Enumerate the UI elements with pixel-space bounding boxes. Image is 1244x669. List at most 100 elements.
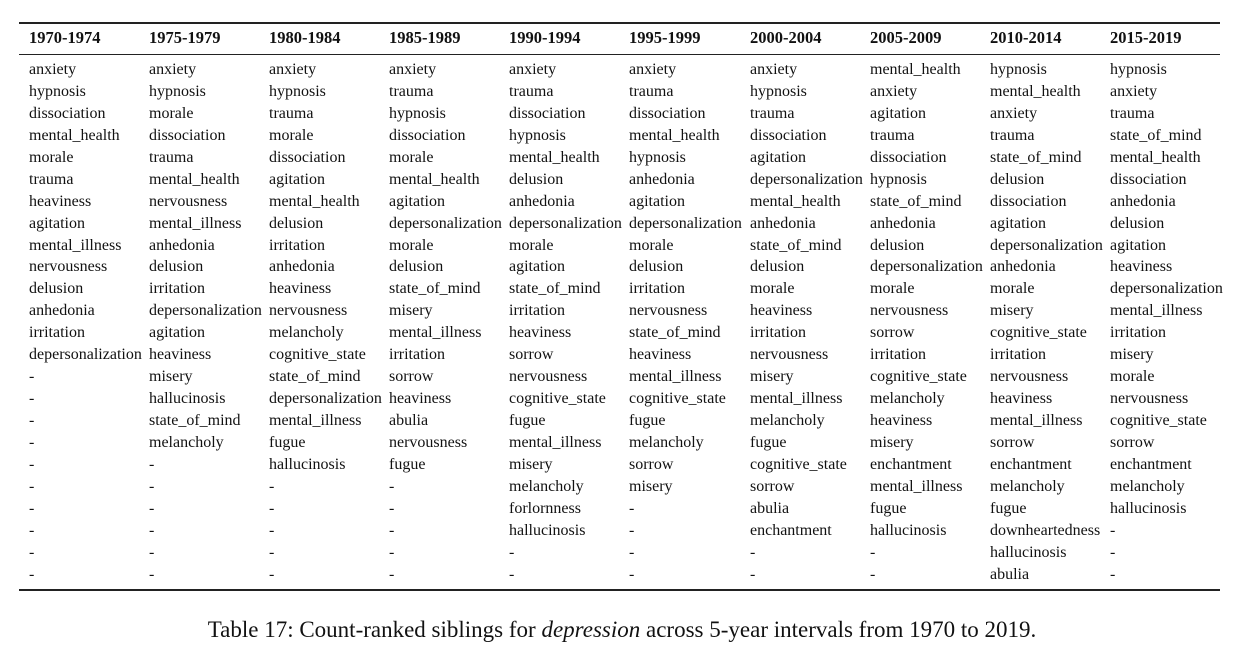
table-cell: nervousness: [629, 302, 708, 320]
column-header: 1975-1979: [149, 28, 221, 47]
table-cell: state_of_mind: [509, 280, 601, 298]
table-column: anxiety hypnosis trauma dissociation agitati…: [750, 59, 863, 586]
table-cell: -: [29, 565, 35, 583]
table-cell: mental_health: [629, 126, 720, 144]
table-cell: -: [1110, 521, 1116, 539]
table-cell: melancholy: [750, 412, 825, 429]
table-cell: melancholy: [990, 477, 1065, 495]
table-cell: hypnosis: [29, 82, 86, 100]
column-header: 2000-2004: [750, 28, 822, 47]
table-cell: heaviness: [509, 324, 572, 342]
table-cell: hallucinosis: [509, 521, 586, 539]
table-cell: trauma: [629, 82, 674, 100]
table-cell: agitation: [269, 170, 325, 188]
table-cell: dissociation: [870, 148, 947, 166]
table-cell: cognitive_state: [1110, 412, 1207, 429]
table-cell: anxiety: [629, 61, 677, 78]
table-cell: -: [389, 543, 395, 561]
table-cell: trauma: [870, 126, 915, 144]
table-cell: trauma: [509, 82, 554, 100]
table-cell: depersonalization: [629, 214, 742, 232]
table-cell: delusion: [1110, 214, 1165, 232]
table-cell: hallucinosis: [1110, 499, 1187, 517]
table-cell: irritation: [269, 236, 325, 254]
table-cell: -: [29, 390, 35, 408]
table-cell: depersonalization: [269, 390, 382, 408]
table-cell: -: [870, 543, 876, 561]
table-cell: cognitive_state: [990, 324, 1087, 342]
table-cell: heaviness: [629, 346, 692, 364]
table-cell: sorrow: [750, 477, 795, 495]
table-column: hypnosis anxiety trauma state_of_mind mental…: [1110, 59, 1223, 586]
column-header: 2005-2009: [870, 28, 942, 47]
table-cell: trauma: [149, 148, 194, 166]
table-cell: anhedonia: [750, 214, 816, 232]
table-cell: sorrow: [990, 433, 1035, 451]
table-cell: enchantment: [1110, 455, 1192, 473]
table-cell: heaviness: [29, 192, 92, 210]
table-cell: -: [629, 521, 635, 539]
table-cell: -: [149, 521, 155, 539]
table-cell: trauma: [269, 104, 314, 122]
table-cell: mental_illness: [629, 368, 722, 386]
table-cell: hypnosis: [509, 126, 566, 144]
table-cell: state_of_mind: [750, 236, 842, 254]
table-column: anxiety trauma dissociation hypnosis mental_…: [509, 59, 622, 586]
table-cell: enchantment: [990, 455, 1072, 473]
table-cell: -: [389, 499, 395, 517]
table-cell: -: [269, 521, 275, 539]
table-cell: misery: [629, 477, 673, 495]
table-cell: sorrow: [870, 324, 915, 342]
table-cell: nervousness: [389, 433, 468, 451]
table-cell: -: [29, 543, 35, 561]
table-cell: heaviness: [389, 390, 452, 408]
table-cell: mental_health: [389, 170, 480, 188]
table-cell: morale: [29, 148, 74, 166]
table-cell: -: [149, 499, 155, 517]
table-cell: depersonalization: [149, 302, 262, 320]
table-cell: -: [750, 565, 756, 583]
table-cell: mental_health: [750, 192, 841, 210]
table-cell: delusion: [149, 258, 204, 276]
table-cell: anhedonia: [149, 236, 215, 254]
table-cell: morale: [750, 280, 795, 298]
table-header-rule: [19, 54, 1220, 55]
table-cell: dissociation: [269, 148, 346, 166]
table-cell: mental_health: [509, 148, 600, 166]
table-cell: enchantment: [870, 455, 952, 473]
table-cell: anxiety: [509, 61, 557, 78]
table-cell: irritation: [389, 346, 445, 364]
table-cell: -: [269, 477, 275, 495]
table-cell: nervousness: [509, 368, 588, 386]
table-cell: depersonalization: [750, 170, 863, 188]
table-cell: depersonalization: [389, 214, 502, 232]
table-cell: melancholy: [870, 390, 945, 408]
caption-prefix: Table 17: Count-ranked siblings for: [207, 617, 542, 642]
table-cell: -: [29, 499, 35, 517]
table-cell: hypnosis: [990, 61, 1047, 78]
table-column: mental_health anxiety agitation trauma disso…: [870, 59, 983, 586]
table-cell: delusion: [509, 170, 564, 188]
table-column: anxiety hypnosis morale dissociation trauma m…: [149, 59, 262, 586]
table-cell: -: [629, 499, 635, 517]
table-cell: agitation: [29, 214, 85, 232]
table-cell: -: [389, 521, 395, 539]
table-cell: anxiety: [1110, 82, 1158, 100]
table-cell: mental_health: [990, 82, 1081, 100]
table-cell: -: [389, 477, 395, 495]
table-cell: mental_illness: [1110, 302, 1203, 320]
table-cell: anhedonia: [29, 302, 95, 320]
table-cell: depersonalization: [990, 236, 1103, 254]
table-cell: -: [509, 543, 515, 561]
table-cell: -: [629, 543, 635, 561]
table-cell: irritation: [509, 302, 565, 320]
table-cell: nervousness: [149, 192, 228, 210]
table-cell: state_of_mind: [389, 280, 481, 298]
caption-term: depression: [541, 617, 641, 642]
table-cell: anhedonia: [1110, 192, 1176, 210]
table-cell: hallucinosis: [149, 390, 226, 408]
table-cell: sorrow: [389, 368, 434, 386]
table-cell: -: [269, 543, 275, 561]
table-cell: hypnosis: [1110, 61, 1167, 78]
table-cell: -: [750, 543, 756, 561]
